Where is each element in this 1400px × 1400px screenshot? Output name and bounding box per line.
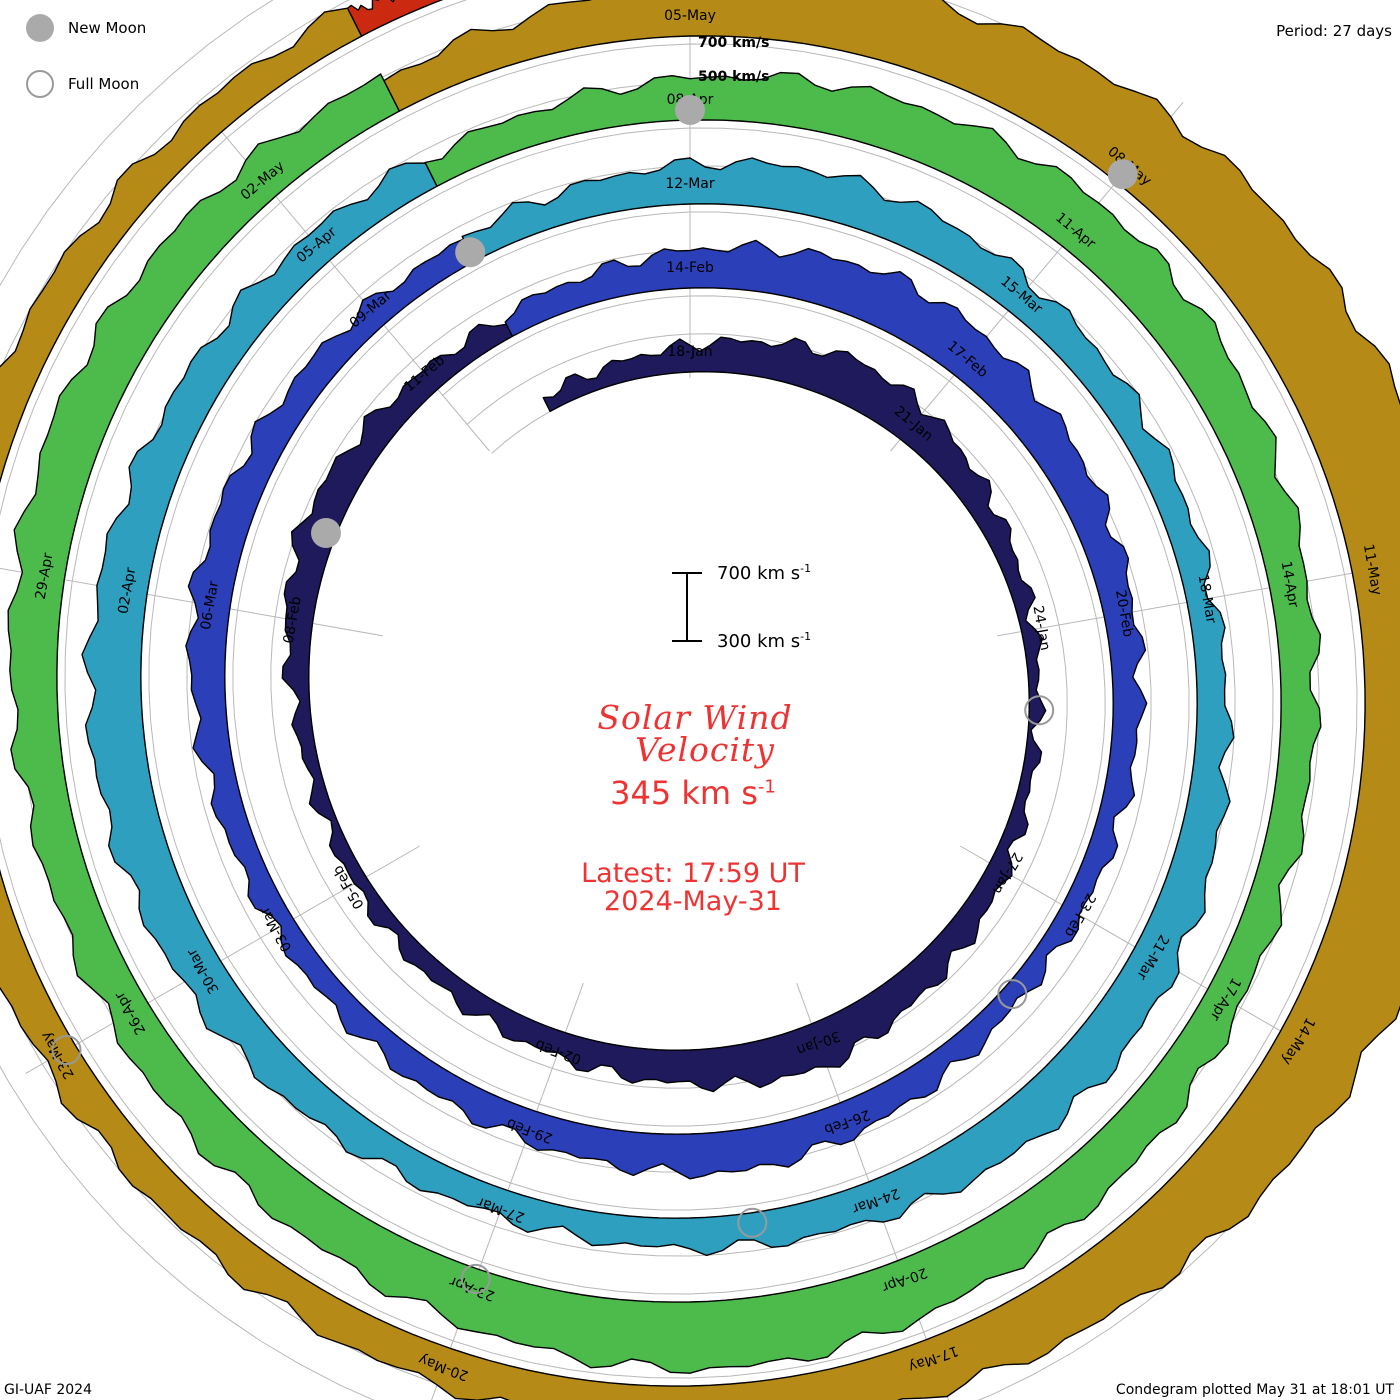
current-speed: 345 km s-1: [610, 774, 776, 812]
date-label: 18-Jan: [667, 344, 712, 360]
scale-top-label: 700 km s-1: [717, 562, 812, 584]
speed-ref-700: 700 km/s: [698, 35, 770, 51]
date-label: 24-Jan: [1029, 604, 1053, 651]
scale-bar-top-tick: [672, 572, 702, 574]
series-band-2024-05-30: [346, 0, 444, 37]
full-moon-marker: [1024, 695, 1055, 726]
new-moon-marker: [455, 237, 486, 268]
title-line2: Velocity: [635, 730, 775, 769]
new-moon-marker: [1107, 159, 1138, 190]
full-moon-marker: [51, 1035, 82, 1065]
legend-full-moon-label: Full Moon: [68, 75, 140, 93]
legend-new-moon: New Moon: [26, 14, 146, 42]
full-moon-marker: [737, 1207, 768, 1238]
latest-time: Latest: 17:59 UT: [581, 858, 805, 889]
scale-bar-bottom-tick: [672, 640, 702, 642]
new-moon-marker: [675, 95, 705, 125]
full-moon-icon: [26, 70, 54, 98]
legend-full-moon: Full Moon: [26, 70, 139, 98]
period-label: Period: 27 days: [1276, 22, 1392, 40]
legend-new-moon-label: New Moon: [68, 19, 147, 37]
date-label: 14-Feb: [666, 260, 714, 276]
speed-ref-500: 500 km/s: [698, 69, 770, 85]
footer-credit: GI-UAF 2024: [4, 1382, 92, 1398]
full-moon-marker: [997, 979, 1028, 1010]
moon-markers: [51, 95, 1138, 1294]
full-moon-marker: [460, 1263, 491, 1294]
scale-bottom-label: 300 km s-1: [717, 630, 812, 652]
date-label: 12-Mar: [665, 176, 715, 192]
new-moon-marker: [311, 518, 341, 548]
date-label: 05-May: [664, 8, 716, 24]
new-moon-icon: [26, 14, 54, 42]
title-line1: Solar Wind: [597, 698, 793, 737]
footer-plotted: Condegram plotted May 31 at 18:01 UT: [1115, 1382, 1394, 1398]
scale-bar: [686, 572, 688, 642]
latest-date: 2024-May-31: [604, 886, 782, 917]
